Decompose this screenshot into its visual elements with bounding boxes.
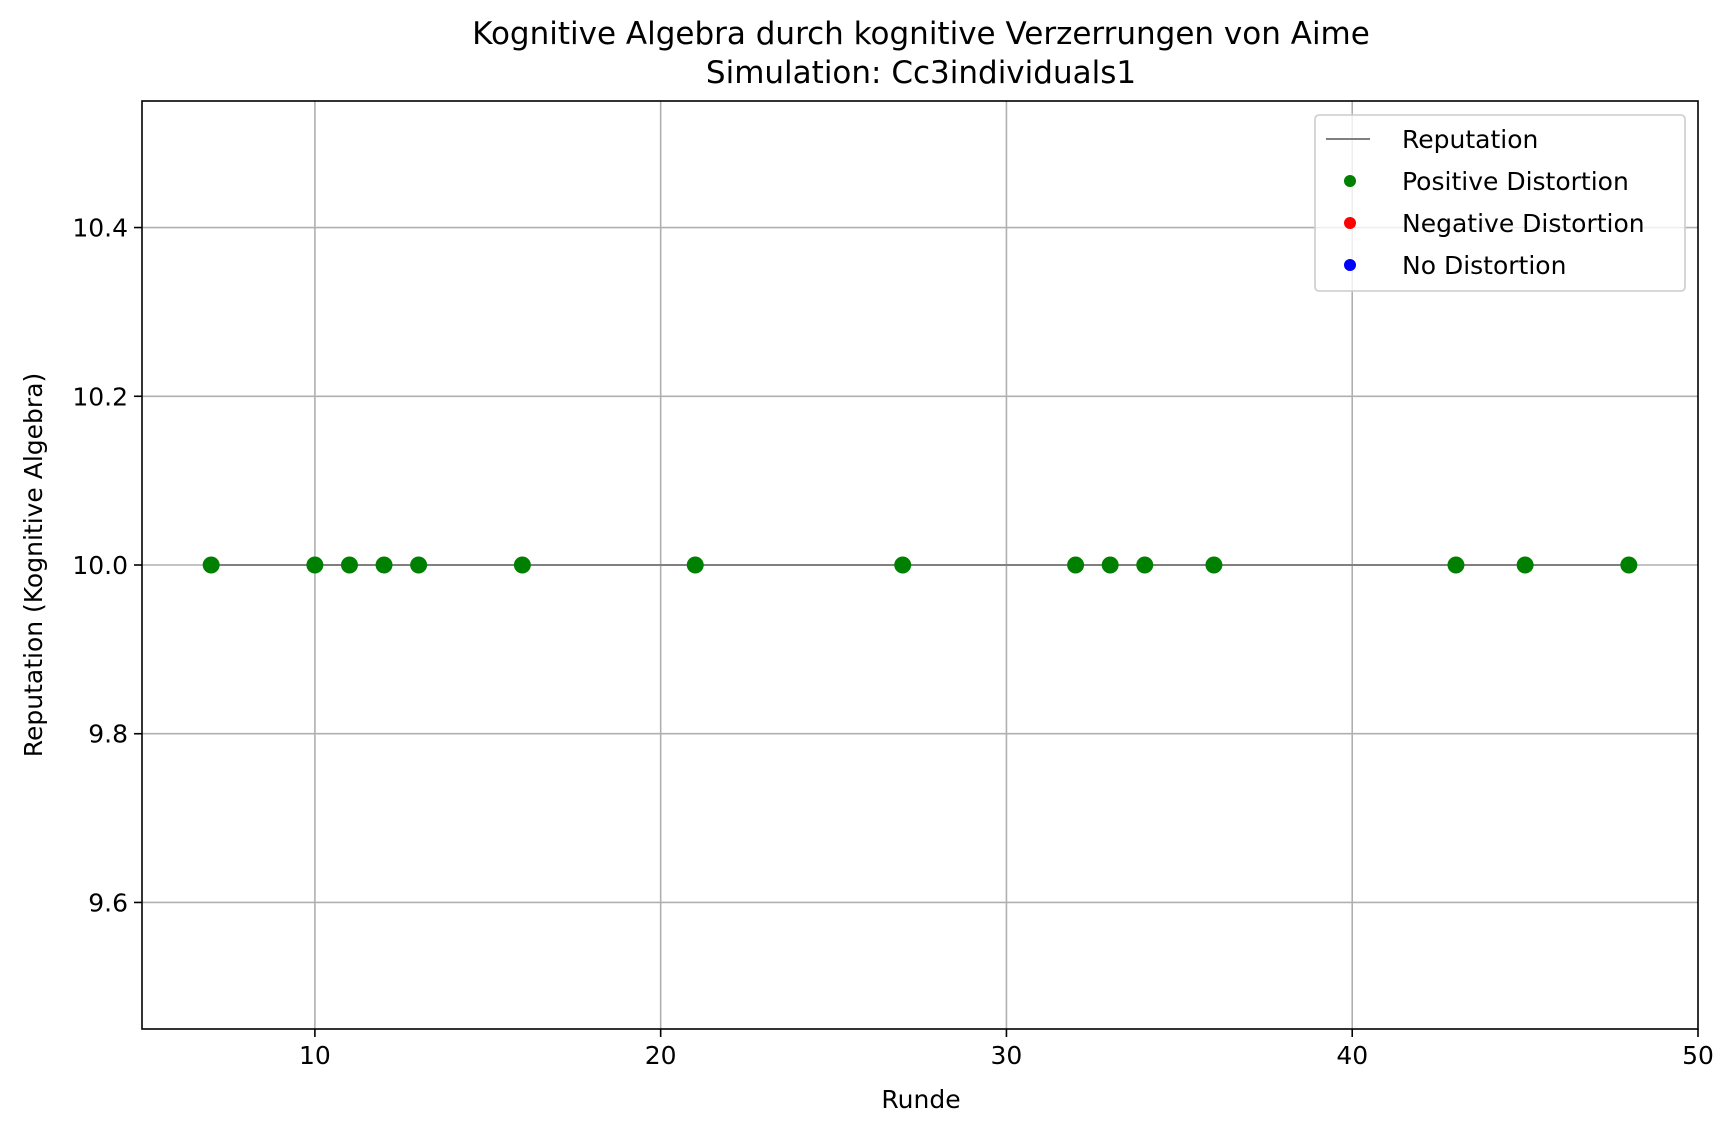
y-tick-label: 10.0	[72, 551, 128, 580]
legend-swatch-negative-distortion	[1344, 217, 1356, 229]
positive-distortion-point	[1136, 556, 1154, 574]
legend-swatch-no-distortion	[1344, 259, 1356, 271]
chart-title: Kognitive Algebra durch kognitive Verzer…	[472, 16, 1370, 52]
chart-subtitle: Simulation: Cc3individuals1	[706, 55, 1136, 91]
y-axis-label: Reputation (Kognitive Algebra)	[19, 373, 48, 758]
positive-distortion-point	[375, 556, 393, 574]
positive-distortion-point	[1205, 556, 1223, 574]
series-layer	[202, 556, 1638, 574]
positive-distortion-point	[1516, 556, 1534, 574]
legend-label-reputation: Reputation	[1402, 125, 1538, 154]
positive-distortion-point	[202, 556, 220, 574]
legend-frame	[1314, 114, 1686, 292]
positive-distortion-point	[513, 556, 531, 574]
legend-label-negative-distortion: Negative Distortion	[1402, 209, 1645, 238]
y-tick-label: 10.2	[72, 382, 128, 411]
positive-distortion-point	[1620, 556, 1638, 574]
positive-distortion-point	[1067, 556, 1085, 574]
x-tick-label: 50	[1682, 1041, 1714, 1070]
y-tick-label: 10.4	[72, 214, 128, 243]
y-tick-label: 9.8	[88, 720, 128, 749]
x-tick-label: 30	[991, 1041, 1023, 1070]
legend: Reputation Positive Distortion Negative Di…	[1314, 114, 1686, 292]
y-tick-label: 9.6	[88, 888, 128, 917]
legend-label-no-distortion: No Distortion	[1402, 251, 1566, 280]
positive-distortion-point	[306, 556, 324, 574]
x-axis-label: Runde	[881, 1085, 960, 1114]
positive-distortion-point	[340, 556, 358, 574]
positive-distortion-point	[894, 556, 912, 574]
x-tick-label: 10	[299, 1041, 331, 1070]
positive-distortion-point	[686, 556, 704, 574]
legend-label-positive-distortion: Positive Distortion	[1402, 167, 1629, 196]
x-tick-label: 40	[1336, 1041, 1368, 1070]
tick-layer: 10 20 30 40 50 9.6 9.8 10.0 10.2 10.4	[72, 214, 1714, 1070]
legend-swatch-positive-distortion	[1344, 175, 1356, 187]
positive-distortion-point	[410, 556, 428, 574]
positive-distortion-point	[1447, 556, 1465, 574]
positive-distortion-point	[1101, 556, 1119, 574]
x-tick-label: 20	[645, 1041, 677, 1070]
